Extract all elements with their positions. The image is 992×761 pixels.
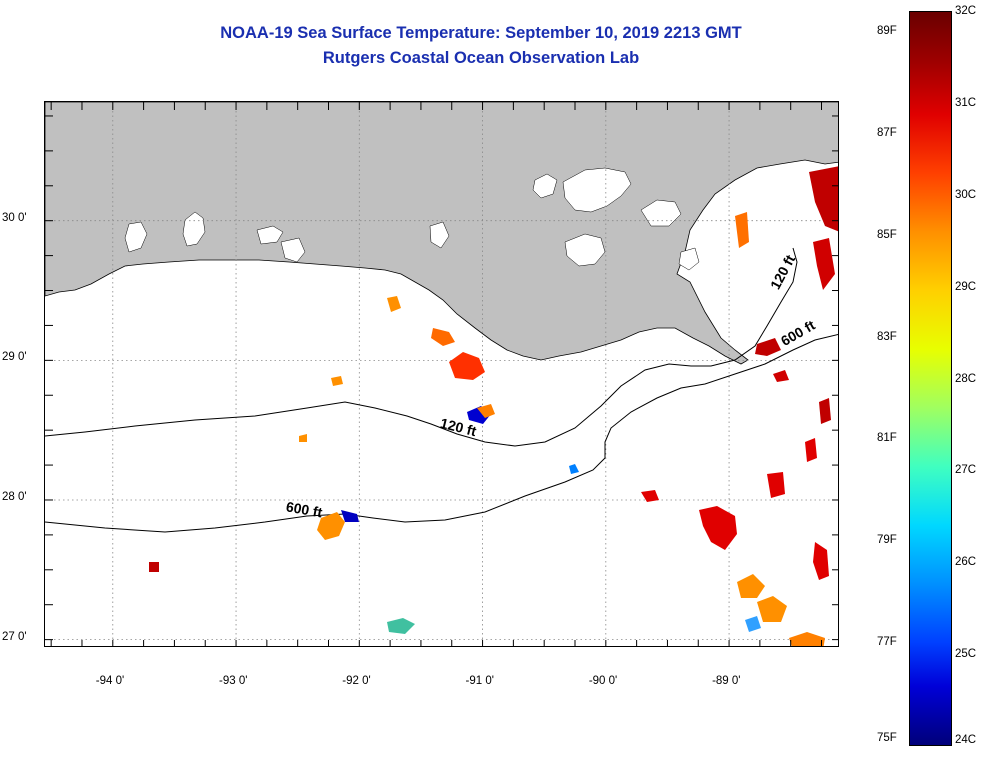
sst-patch	[641, 490, 659, 502]
contour-label: 120 ft	[767, 252, 798, 292]
sst-patch	[387, 296, 401, 312]
lat-tick-label: 27 0'	[2, 630, 27, 643]
colorbar-c-label: 31C	[955, 96, 977, 109]
map-title: NOAA-19 Sea Surface Temperature: Septemb…	[220, 24, 742, 42]
sst-patch	[773, 370, 789, 382]
colorbar-c-label: 27C	[955, 464, 977, 477]
sst-patch	[149, 562, 159, 572]
sst-patch	[789, 632, 825, 646]
sst-patch	[737, 574, 765, 598]
colorbar-c-label: 30C	[955, 188, 977, 201]
sst-patch	[767, 472, 785, 498]
sst-patch	[735, 212, 749, 248]
sst-patch	[755, 338, 781, 356]
sst-patch	[805, 438, 817, 462]
colorbar-f-label: 77F	[877, 636, 897, 649]
sst-patch	[699, 506, 737, 550]
colorbar-f-label: 83F	[877, 330, 897, 343]
colorbar-f-label: 81F	[877, 432, 897, 445]
sst-patch	[745, 616, 761, 632]
colorbar-c-label: 26C	[955, 556, 977, 569]
lat-tick-label: 30 0'	[2, 211, 27, 224]
lat-tick-label: 29 0'	[2, 351, 27, 364]
lat-tick-label: 28 0'	[2, 490, 27, 503]
colorbar-c-label: 29C	[955, 280, 977, 293]
colorbar-f-label: 85F	[877, 228, 897, 241]
colorbar-f-label: 75F	[877, 732, 897, 744]
lon-tick-label: -89 0'	[712, 675, 741, 687]
colorbar-c-label: 28C	[955, 372, 977, 385]
contour-600ft	[45, 333, 838, 533]
colorbar-c-label: 24C	[955, 734, 977, 746]
sst-patch	[341, 510, 359, 522]
sst-patch	[757, 596, 787, 622]
graticule	[45, 102, 838, 646]
contour-label: 600 ft	[778, 317, 818, 349]
sst-patch	[813, 238, 835, 290]
bathymetry-contours	[45, 247, 838, 533]
colorbar-c-label: 32C	[955, 5, 977, 17]
frame-ticks	[45, 102, 838, 646]
sst-patch	[299, 434, 307, 442]
lon-tick-label: -93 0'	[219, 675, 248, 687]
sst-patch	[449, 352, 485, 380]
sst-patch	[331, 376, 343, 386]
sst-patch	[569, 464, 579, 474]
lon-tick-label: -92 0'	[342, 675, 371, 687]
sst-patch	[477, 404, 495, 418]
sst-patch	[317, 512, 345, 540]
sst-pixels	[149, 166, 838, 646]
contour-label: 600 ft	[285, 498, 324, 520]
lon-tick-label: -90 0'	[588, 675, 618, 687]
sst-map: 120 ft 600 ft 120 ft 600 ft	[44, 101, 839, 647]
sst-patch	[387, 618, 415, 634]
sst-patch	[819, 398, 831, 424]
lon-tick-label: -91 0'	[465, 675, 494, 687]
map-subtitle: Rutgers Coastal Ocean Observation Lab	[322, 49, 640, 67]
colorbar	[909, 11, 952, 746]
sst-patch	[813, 542, 829, 580]
colorbar-f-label: 89F	[877, 25, 897, 37]
sst-patch	[809, 166, 838, 232]
contour-120ft	[45, 247, 798, 447]
colorbar-f-label: 79F	[877, 534, 897, 547]
lon-tick-label: -94 0'	[95, 675, 125, 687]
sst-patch	[431, 328, 455, 346]
colorbar-c-label: 25C	[955, 648, 977, 661]
colorbar-f-label: 87F	[877, 126, 897, 139]
